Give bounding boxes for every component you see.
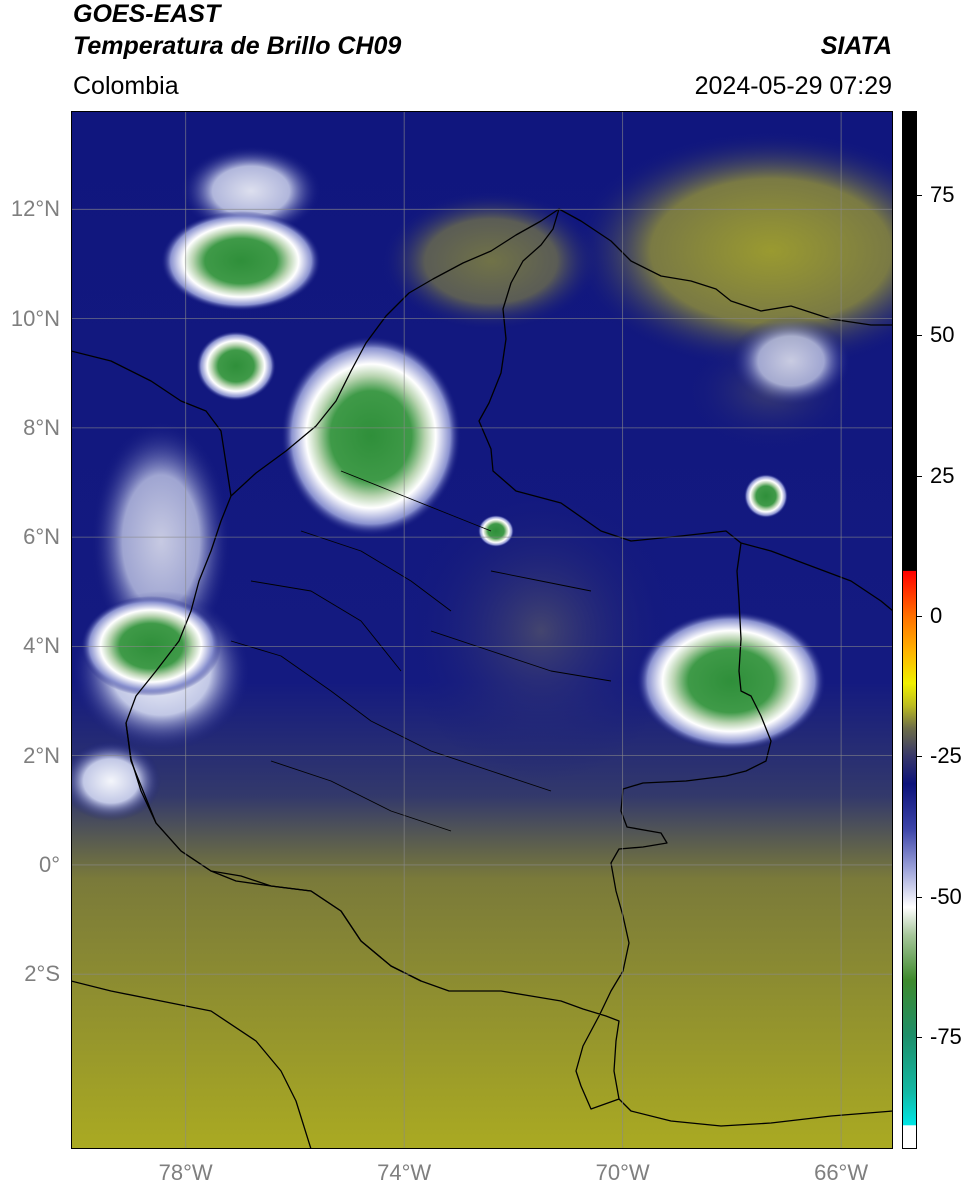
- colorbar-tick-label: 0: [930, 602, 943, 628]
- product-title: Temperatura de Brillo CH09: [73, 32, 402, 60]
- convective-cell-antioquia: [281, 336, 461, 536]
- colorbar-tick-label: -75: [930, 1023, 962, 1049]
- colorbar: [902, 111, 917, 1149]
- venezuela-border: [740, 542, 893, 612]
- cloud-white-southwest: [71, 741, 161, 821]
- colorbar-tick-mark: [917, 475, 922, 477]
- lon-tick-label: 74°W: [377, 1160, 432, 1185]
- colorbar-tick-label: 25: [930, 462, 955, 488]
- lat-tick-label: 6°N: [23, 524, 60, 550]
- cloud-white-east: [731, 316, 851, 406]
- satellite-title: GOES-EAST: [73, 0, 221, 28]
- peru-border: [71, 980, 312, 1149]
- datetime-label: 2024-05-29 07:29: [694, 72, 892, 100]
- colorbar-tick-mark: [917, 195, 922, 197]
- ecuador-border: [125, 722, 422, 982]
- region-label: Colombia: [73, 72, 179, 100]
- map-canvas: [71, 111, 893, 1149]
- convective-cell-venezuela: [744, 474, 788, 518]
- colorbar-tick-mark: [917, 896, 922, 898]
- cloud-gray-central: [401, 481, 681, 781]
- gridlines: [71, 111, 893, 1149]
- colorbar-tick-mark: [917, 335, 922, 337]
- map-frame: [71, 111, 893, 1149]
- lon-tick-label: 70°W: [595, 1160, 650, 1185]
- colorbar-tick-mark: [917, 756, 922, 758]
- colorbar-tick-label: -50: [930, 883, 962, 909]
- brand-label: SIATA: [820, 32, 892, 60]
- lat-tick-label: 2°S: [24, 961, 60, 987]
- colorbar-tick-label: -25: [930, 743, 962, 769]
- cloud-olive-north: [381, 191, 601, 331]
- convective-cell-panama: [196, 331, 276, 401]
- lat-tick-label: 8°N: [23, 414, 60, 440]
- lat-tick-label: 2°N: [23, 742, 60, 768]
- panama-border: [71, 350, 232, 497]
- colorbar-tick-label: 75: [930, 182, 955, 208]
- lat-tick-label: 10°N: [10, 305, 60, 331]
- lat-tick-label: 12°N: [10, 196, 60, 222]
- convective-cell-caribbean: [161, 211, 321, 311]
- lat-tick-label: 0°: [38, 851, 60, 877]
- colorbar-tick-label: 50: [930, 322, 955, 348]
- brazil-border: [618, 1098, 893, 1127]
- borders: [71, 208, 893, 1149]
- brightness-temperature-map: [71, 111, 893, 1149]
- convective-cell-santander: [478, 515, 514, 547]
- cloud-white-north: [181, 146, 321, 236]
- cloud-olive-northeast: [571, 131, 893, 371]
- lat-tick-label: 4°N: [23, 633, 60, 659]
- colorbar-tick-mark: [917, 1036, 922, 1038]
- department-lines: [230, 470, 612, 832]
- lon-tick-label: 66°W: [814, 1160, 869, 1185]
- colombia-border: [125, 208, 772, 1110]
- colorbar-tick-mark: [917, 615, 922, 617]
- lon-tick-label: 78°W: [158, 1160, 213, 1185]
